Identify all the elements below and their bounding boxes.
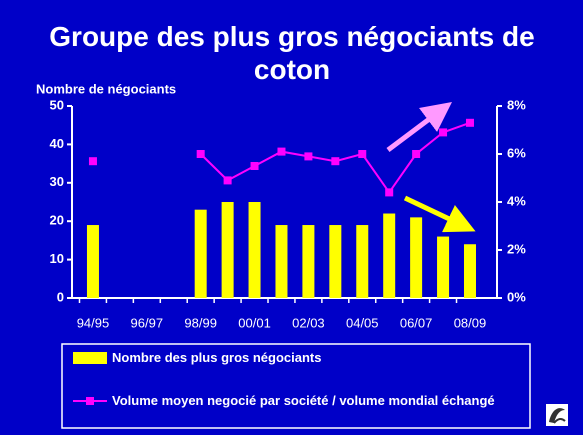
point (358, 150, 367, 158)
bar (329, 225, 342, 298)
bar (86, 225, 99, 298)
legend-swatch (86, 397, 94, 405)
chart-title: Groupe des plus gros négociants de coton (49, 21, 535, 85)
x-tick-label: 00/01 (238, 315, 271, 330)
bar (194, 209, 207, 298)
y-tick-label: 0 (57, 289, 64, 304)
bar (248, 202, 261, 298)
legend-label: Nombre des plus gros négociants (112, 350, 322, 365)
arrow (386, 102, 452, 152)
point (250, 162, 259, 170)
x-tick-label: 04/05 (346, 315, 379, 330)
bar (356, 225, 369, 298)
point (331, 157, 340, 166)
x-tick-label: 08/09 (454, 315, 487, 330)
bar (463, 244, 476, 298)
legend-box (61, 343, 531, 429)
point (385, 188, 394, 197)
point (304, 152, 313, 161)
point (88, 157, 97, 166)
arrow (403, 195, 476, 233)
bar (221, 202, 234, 298)
bar (437, 236, 450, 298)
y-tick-label: 30 (50, 174, 64, 189)
x-tick-label: 02/03 (292, 315, 325, 330)
y2-tick-label: 8% (507, 97, 526, 112)
legend-label: Volume moyen negocié par société / volum… (112, 393, 495, 408)
point (223, 176, 232, 185)
point (465, 118, 474, 127)
y-tick-label: 10 (50, 251, 64, 266)
x-tick-label: 94/95 (77, 315, 110, 330)
x-tick-label: 96/97 (131, 315, 164, 330)
y-tick-label: 20 (50, 213, 64, 228)
x-tick-label: 06/07 (400, 315, 433, 330)
bar (275, 225, 288, 298)
y-tick-label: 50 (50, 97, 64, 112)
point (439, 128, 448, 137)
x-tick-label: 98/99 (184, 315, 217, 330)
y2-tick-label: 0% (507, 289, 526, 304)
y2-tick-label: 2% (507, 241, 526, 256)
logo (546, 404, 568, 426)
legend-swatch (73, 352, 107, 364)
bar (302, 225, 315, 298)
y2-tick-label: 6% (507, 145, 526, 160)
y-tick-label: 40 (50, 136, 64, 151)
y-axis-label: Nombre de négociants (36, 81, 176, 96)
point (412, 150, 421, 158)
point (196, 150, 205, 158)
bar (410, 217, 423, 298)
point (277, 147, 286, 156)
bar (383, 213, 396, 298)
y2-tick-label: 4% (507, 193, 526, 208)
